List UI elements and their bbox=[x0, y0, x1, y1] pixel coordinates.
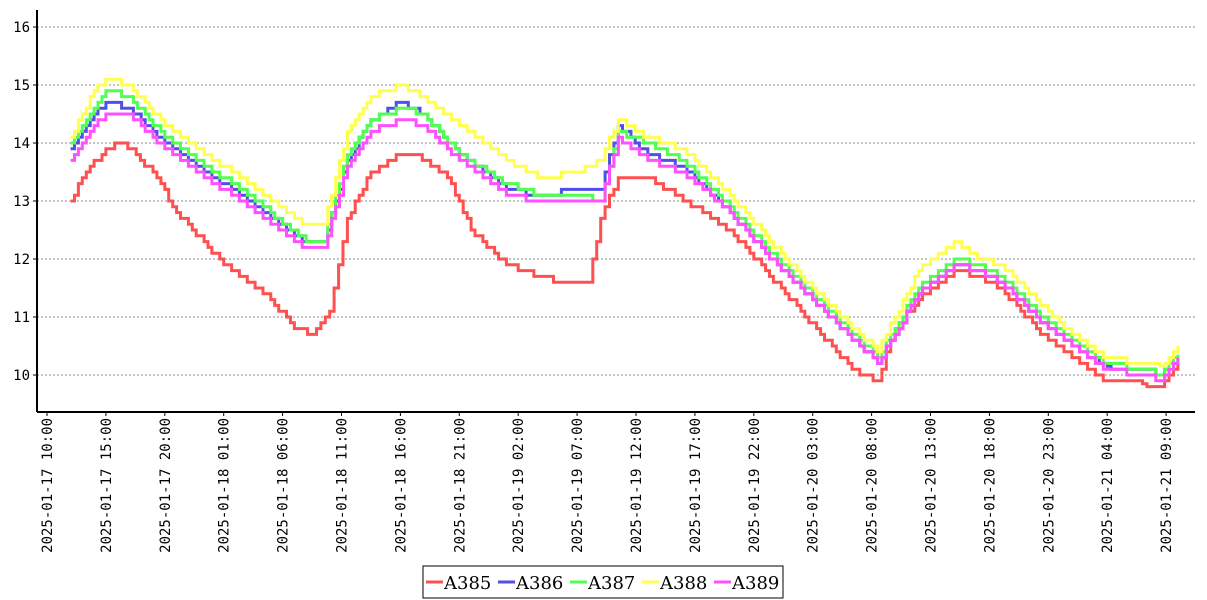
x-tick-label: 2025-01-17 15:00 bbox=[99, 418, 115, 553]
y-tick-label: 16 bbox=[13, 20, 30, 36]
x-tick-label: 2025-01-18 06:00 bbox=[276, 418, 292, 553]
axes bbox=[36, 10, 1195, 413]
legend-label-a387: A387 bbox=[587, 573, 635, 594]
x-tick-label: 2025-01-19 07:00 bbox=[570, 418, 586, 553]
x-tick-label: 2025-01-20 08:00 bbox=[865, 418, 881, 553]
y-tick-label: 11 bbox=[13, 310, 30, 326]
legend-label-a385: A385 bbox=[443, 573, 491, 594]
legend-label-a388: A388 bbox=[659, 573, 707, 594]
x-tick-label: 2025-01-18 21:00 bbox=[452, 418, 468, 553]
legend: A385 A386 A387 A388 A389 bbox=[422, 565, 784, 599]
x-tick-label: 2025-01-19 22:00 bbox=[747, 418, 763, 553]
x-tick-labels: 2025-01-17 10:00 2025-01-17 15:00 2025-01-… bbox=[40, 412, 1175, 553]
y-tick-label: 15 bbox=[13, 78, 30, 94]
y-tick-label: 10 bbox=[13, 368, 30, 384]
series-line-a385 bbox=[70, 141, 1180, 389]
legend-label-a386: A386 bbox=[515, 573, 563, 594]
x-tick-label: 2025-01-19 17:00 bbox=[688, 418, 704, 553]
series-line-a389 bbox=[70, 112, 1180, 383]
x-tick-label: 2025-01-18 16:00 bbox=[393, 418, 409, 553]
y-tick-labels: 10 11 12 13 14 15 16 bbox=[13, 20, 37, 384]
x-tick-label: 2025-01-19 02:00 bbox=[511, 418, 527, 553]
series-line-a388 bbox=[70, 77, 1180, 368]
legend-label-a389: A389 bbox=[731, 573, 779, 594]
x-tick-label: 2025-01-21 04:00 bbox=[1100, 418, 1116, 553]
x-tick-label: 2025-01-20 23:00 bbox=[1041, 418, 1057, 553]
x-tick-label: 2025-01-20 13:00 bbox=[924, 418, 940, 553]
x-tick-label: 2025-01-18 01:00 bbox=[217, 418, 233, 553]
x-tick-label: 2025-01-19 12:00 bbox=[629, 418, 645, 553]
gridlines bbox=[37, 26, 1195, 376]
y-tick-label: 14 bbox=[13, 136, 30, 152]
x-tick-label: 2025-01-20 03:00 bbox=[806, 418, 822, 553]
series-lines bbox=[70, 77, 1180, 389]
x-tick-label: 2025-01-17 10:00 bbox=[40, 418, 56, 553]
x-tick-label: 2025-01-20 18:00 bbox=[982, 418, 998, 553]
x-tick-label: 2025-01-18 11:00 bbox=[335, 418, 351, 553]
y-tick-label: 13 bbox=[13, 194, 30, 210]
x-tick-label: 2025-01-17 20:00 bbox=[158, 418, 174, 553]
x-tick-label: 2025-01-21 09:00 bbox=[1159, 418, 1175, 553]
series-line-a387 bbox=[70, 89, 1180, 377]
y-tick-label: 12 bbox=[13, 252, 30, 268]
